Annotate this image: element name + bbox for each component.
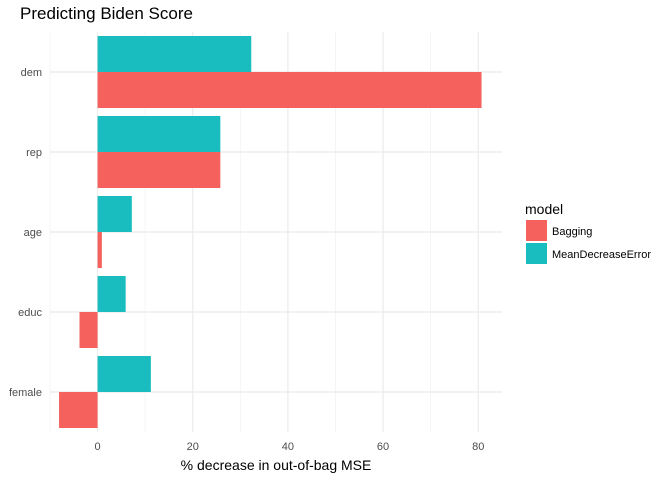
bar-Bagging-educ [79,312,98,348]
y-tick-label: female [9,387,42,399]
x-axis-title: % decrease in out-of-bag MSE [181,457,372,473]
bar-Bagging-female [59,392,98,428]
x-tick-label: 80 [472,441,484,453]
chart-title: Predicting Biden Score [20,4,193,23]
legend-key-Bagging [526,220,547,241]
x-tick-labels: 0 20 40 60 80 [95,441,485,453]
x-tick-label: 20 [187,441,199,453]
x-tick-label: 40 [282,441,294,453]
bar-MeanDecreaseError-educ [97,276,126,312]
bar-Bagging-dem [97,72,482,108]
y-tick-label: dem [21,67,42,79]
legend-label: MeanDecreaseError [552,249,651,261]
x-tick-label: 0 [95,441,101,453]
bar-Bagging-age [97,232,102,268]
bar-MeanDecreaseError-age [97,196,132,232]
legend: model Bagging MeanDecreaseError [525,201,651,264]
legend-label: Bagging [552,226,592,238]
bar-MeanDecreaseError-dem [97,36,252,72]
y-tick-labels: dem rep age educ female [9,67,43,399]
y-tick-label: educ [18,307,42,319]
legend-key-MeanDecreaseError [526,243,547,264]
y-tick-label: rep [26,147,42,159]
bar-MeanDecreaseError-female [97,356,151,392]
bars [59,36,482,428]
y-tick-label: age [24,227,42,239]
bar-Bagging-rep [97,152,221,188]
x-tick-label: 60 [377,441,389,453]
legend-title: model [525,201,563,217]
bar-MeanDecreaseError-rep [97,116,221,152]
